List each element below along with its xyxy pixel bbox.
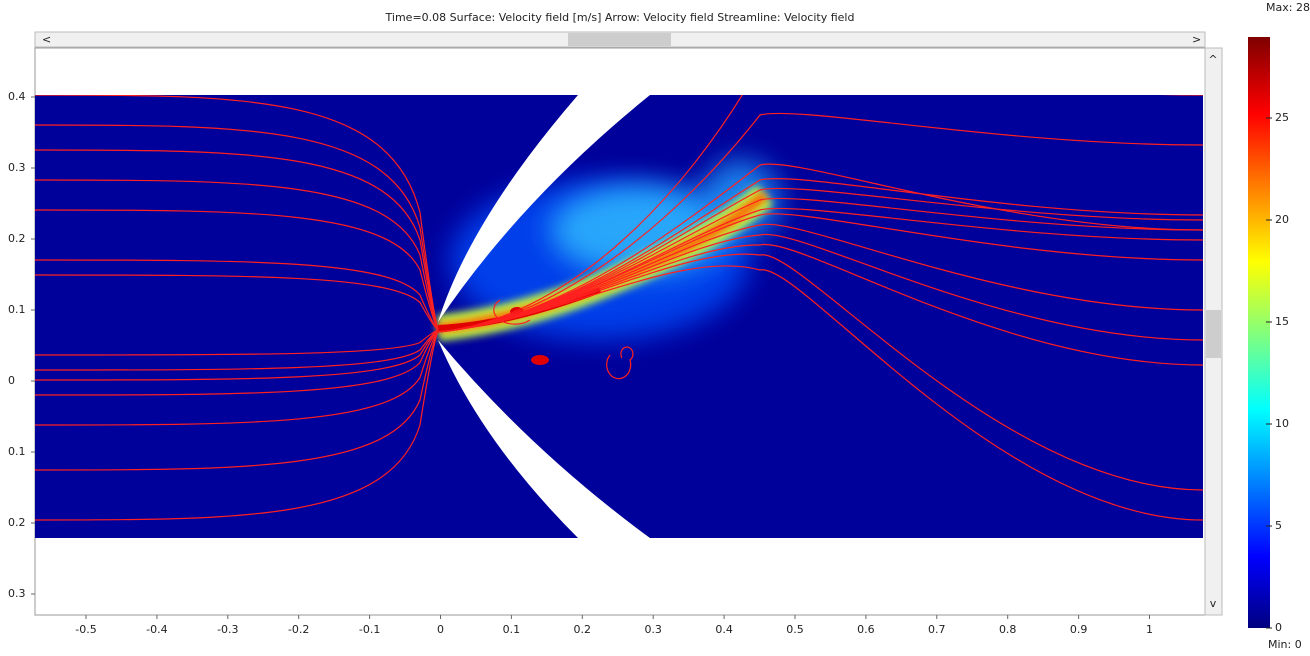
x-tick-label: 0.8 xyxy=(999,623,1017,636)
colorbar-tick-label: 15 xyxy=(1275,315,1289,328)
colorbar-tick-label: 5 xyxy=(1275,519,1282,532)
x-tick-label: 0.4 xyxy=(715,623,733,636)
x-tick-label: -0.5 xyxy=(75,623,96,636)
colorbar-max: Max: 28.97 xyxy=(1266,1,1310,14)
y-tick-label: 0.4 xyxy=(8,90,26,103)
x-tick-label: 0.7 xyxy=(928,623,946,636)
colorbar-tick-label: 0 xyxy=(1275,621,1282,634)
colorbar-tick-label: 10 xyxy=(1275,417,1289,430)
y-tick-label: 0 xyxy=(8,374,15,387)
plot-window: Time=0.08 Surface: Velocity field [m/s] … xyxy=(0,0,1310,652)
colorbar xyxy=(1248,37,1270,628)
velocity-field xyxy=(35,63,1203,538)
h-scroll-thumb[interactable] xyxy=(568,33,671,46)
y-tick-label: 0.2 xyxy=(8,232,26,245)
x-tick-label: 0.1 xyxy=(503,623,521,636)
y-tick-label: 0.1 xyxy=(8,303,26,316)
y-tick-label: 0.3 xyxy=(8,161,26,174)
x-tick-label: 0 xyxy=(437,623,444,636)
x-tick-label: 1 xyxy=(1146,623,1153,636)
scroll-down[interactable]: v xyxy=(1210,597,1217,610)
x-tick-label: -0.2 xyxy=(288,623,309,636)
y-tick-label: 0.3 xyxy=(8,587,26,600)
x-tick-label: 0.2 xyxy=(574,623,592,636)
v-scroll-thumb[interactable] xyxy=(1206,310,1221,358)
plot-title: Time=0.08 Surface: Velocity field [m/s] … xyxy=(385,11,855,24)
y-tick-label: 0.2 xyxy=(8,516,26,529)
scroll-left[interactable]: < xyxy=(42,33,51,46)
colorbar-tick-label: 20 xyxy=(1275,213,1289,226)
y-tick-label: 0.1 xyxy=(8,445,26,458)
x-tick-label: 0.6 xyxy=(857,623,875,636)
colorbar-tick-label: 25 xyxy=(1275,111,1289,124)
x-tick-label: 0.9 xyxy=(1070,623,1088,636)
x-tick-label: 0.3 xyxy=(644,623,662,636)
scroll-right[interactable]: > xyxy=(1192,33,1201,46)
x-tick-label: -0.4 xyxy=(146,623,167,636)
scroll-up[interactable]: ^ xyxy=(1208,53,1217,66)
colorbar-min: Min: 0 xyxy=(1268,638,1302,651)
x-tick-label: -0.1 xyxy=(359,623,380,636)
x-tick-label: -0.3 xyxy=(217,623,238,636)
x-tick-label: 0.5 xyxy=(786,623,804,636)
